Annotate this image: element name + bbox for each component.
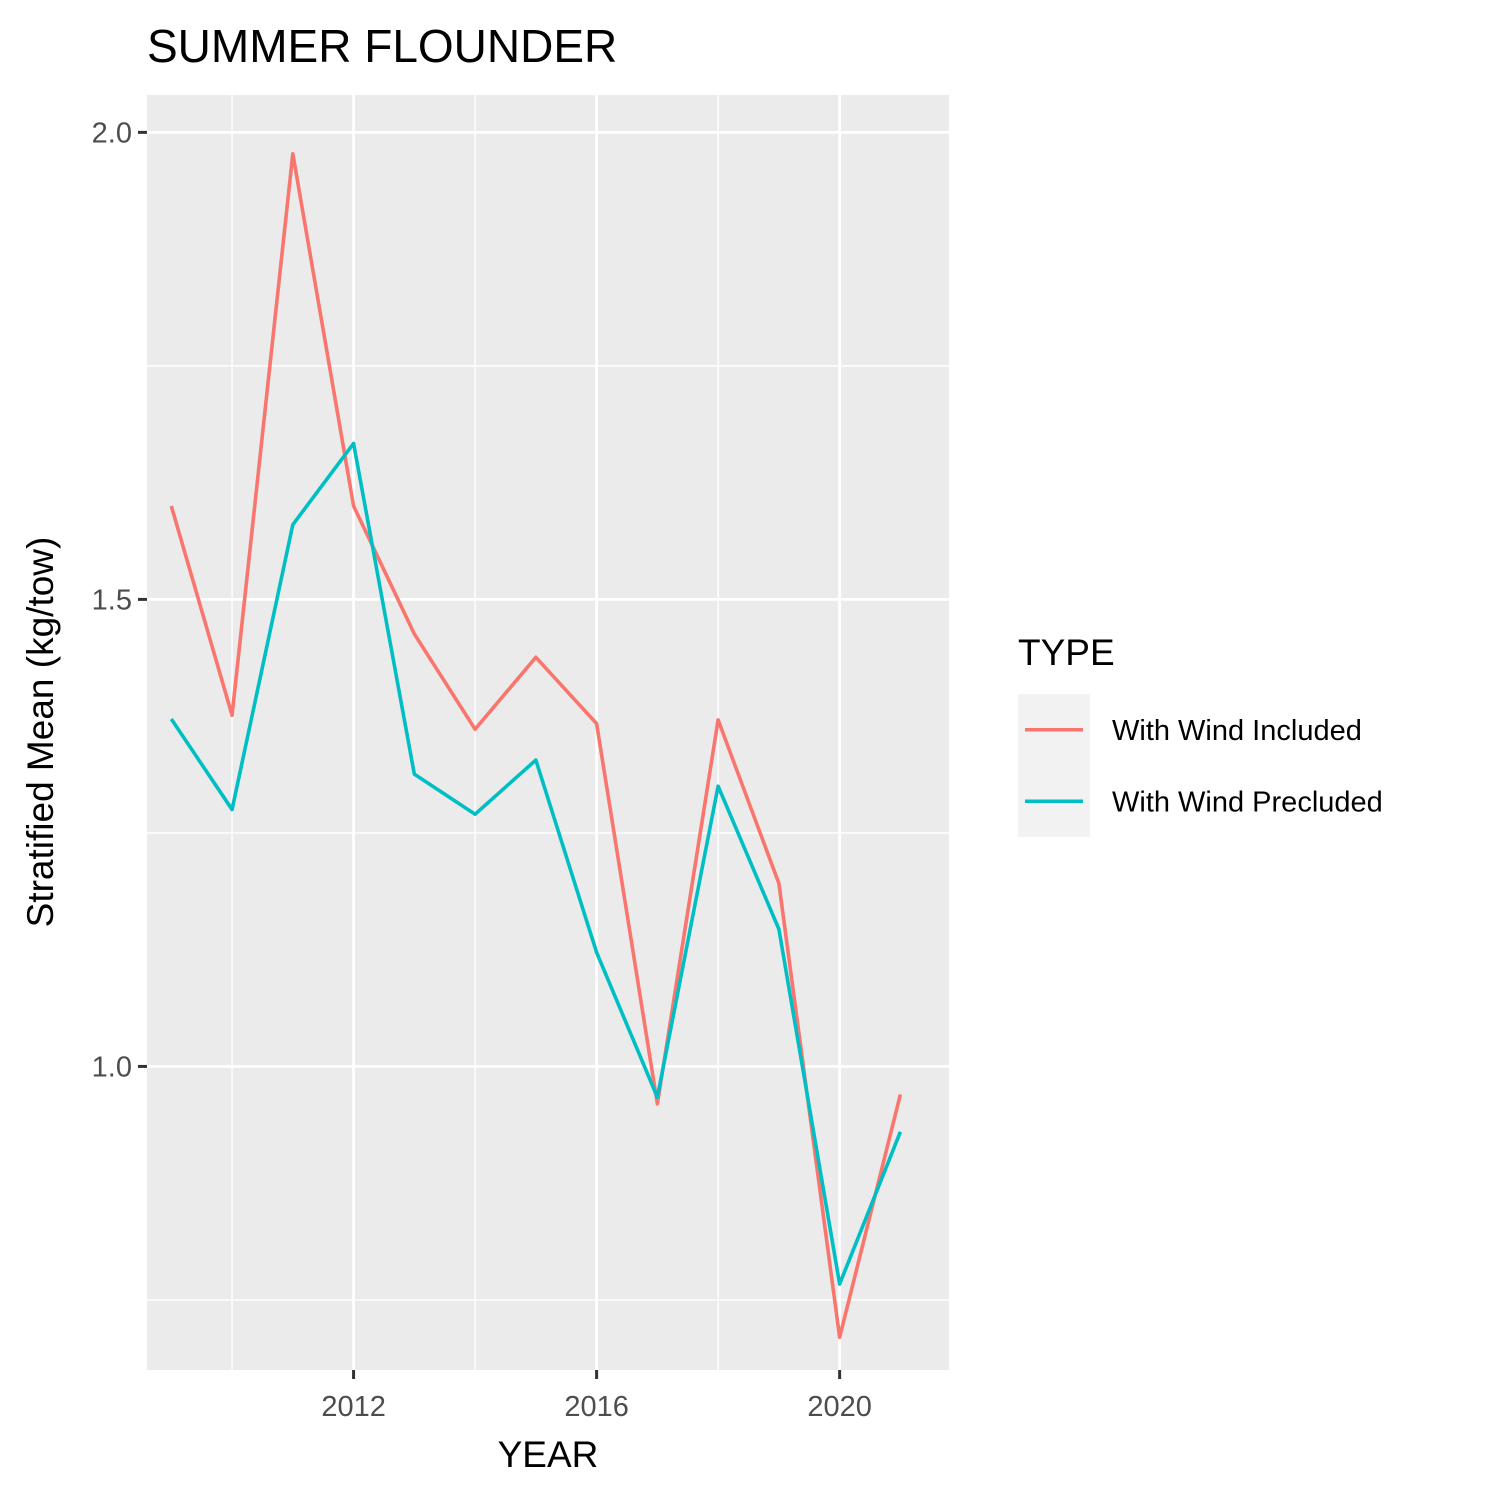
chart-title: SUMMER FLOUNDER xyxy=(147,20,617,72)
legend-label: With Wind Included xyxy=(1112,715,1362,747)
series-line xyxy=(169,152,903,1340)
plot-panel xyxy=(147,95,949,1370)
legend-entries: With Wind Included With Wind Precluded xyxy=(1025,715,1383,818)
minor-grid xyxy=(147,95,949,1370)
y-tick-label: 1.0 xyxy=(92,1051,132,1083)
x-tick-label: 2016 xyxy=(564,1391,629,1423)
y-axis-title: Stratified Mean (kg/tow) xyxy=(20,537,61,928)
x-tick-label: 2020 xyxy=(807,1391,872,1423)
y-axis: 1.0 1.5 2.0 xyxy=(92,117,147,1083)
legend-keys-background xyxy=(1018,694,1090,837)
x-tick-label: 2012 xyxy=(321,1391,386,1423)
legend: TYPE With Wind Included With Wind Preclud… xyxy=(1018,632,1383,837)
legend-title: TYPE xyxy=(1018,632,1115,673)
x-axis: 2012 2016 2020 xyxy=(321,1370,872,1423)
legend-label: With Wind Precluded xyxy=(1112,786,1383,818)
y-tick-label: 1.5 xyxy=(92,584,132,616)
series-line xyxy=(169,441,903,1286)
major-grid xyxy=(147,95,949,1370)
x-axis-title: YEAR xyxy=(498,1434,599,1475)
y-tick-label: 2.0 xyxy=(92,117,132,149)
series-layer xyxy=(169,152,903,1340)
